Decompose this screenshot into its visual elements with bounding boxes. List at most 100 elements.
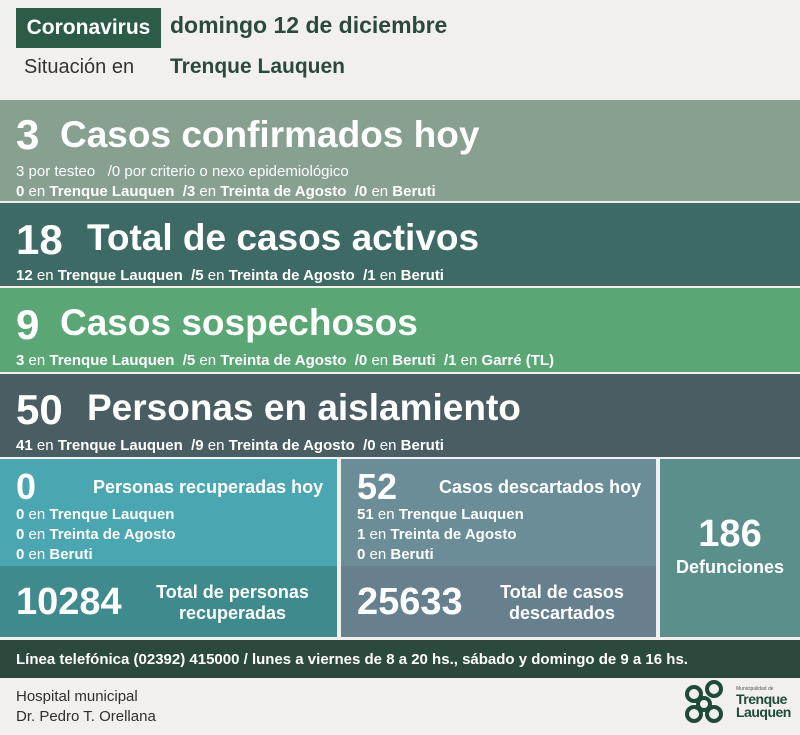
discarded-total-label: Total de casos descartados: [481, 582, 643, 624]
location-count: 0: [16, 506, 25, 523]
location-name: Beruti: [400, 267, 444, 284]
location-name: Trenque Lauquen: [49, 352, 175, 369]
deaths-count: 186: [698, 513, 762, 555]
confirmed-count: 3: [16, 111, 40, 158]
location-prep: en: [371, 183, 389, 200]
active-locations-line: 12 en Trenque Lauquen /5 en Treinta de A…: [16, 267, 444, 285]
suspected-band: 9 Casos sospechosos 3 en Trenque Lauquen…: [0, 288, 800, 372]
location-count: 0: [357, 546, 366, 563]
location-name: Treinta de Agosto: [49, 526, 176, 543]
location-count: /3: [182, 183, 196, 200]
recovered-today-panel: 0 Personas recuperadas hoy 0 en Trenque …: [0, 459, 337, 566]
logo-small-text: Municipalidad de: [736, 686, 774, 692]
confirmed-band: 3 Casos confirmados hoy 3 por testeo /0 …: [0, 100, 800, 201]
discarded-today-title: Casos descartados hoy: [439, 477, 642, 497]
recovered-location-line: 0 en Beruti: [16, 545, 93, 565]
logo-line1: Trenque: [736, 691, 787, 707]
location-name: Treinta de Agosto: [228, 437, 355, 454]
municipality-logo: Municipalidad de Trenque Lauquen: [682, 680, 794, 728]
discarded-location-line: 51 en Trenque Lauquen: [357, 505, 524, 525]
recovered-today-title: Personas recuperadas hoy: [93, 477, 324, 497]
location-name: Trenque Lauquen: [398, 506, 524, 523]
location-count: 0: [16, 546, 25, 563]
location-count: 41: [16, 437, 33, 454]
location-count: /0: [363, 437, 376, 454]
location-count: /5: [191, 267, 204, 284]
hospital-line2: Dr. Pedro T. Orellana: [16, 708, 156, 725]
hospital-credit: Hospital municipal Dr. Pedro T. Orellana: [16, 687, 156, 727]
discarded-location-line: 0 en Beruti: [357, 545, 434, 565]
recovered-total-label-line2: recuperadas: [178, 603, 287, 623]
recovered-location-line: 0 en Treinta de Agosto: [16, 525, 176, 545]
active-title: Total de casos activos: [87, 217, 480, 258]
location-prep: en: [28, 526, 46, 543]
suspected-title: Casos sospechosos: [60, 302, 418, 343]
location-prep: en: [207, 267, 225, 284]
location-count: /1: [443, 352, 457, 369]
deaths-panel: 186 Defunciones: [660, 459, 800, 637]
location-name: Trenque Lauquen: [49, 183, 175, 200]
location-prep: en: [371, 352, 389, 369]
logo-rings-icon: [685, 680, 723, 723]
location-prep: en: [377, 506, 395, 523]
location-prep: en: [369, 526, 387, 543]
location-prep: en: [28, 352, 46, 369]
location-count: /5: [182, 352, 196, 369]
location-name: Beruti: [400, 437, 444, 454]
location-name: Treinta de Agosto: [228, 267, 355, 284]
location-name: Beruti: [392, 183, 436, 200]
location-prep: en: [28, 183, 46, 200]
location-prep: en: [36, 437, 54, 454]
recovered-total-panel: 10284 Total de personas recuperadas: [0, 566, 337, 637]
location-prep: en: [379, 267, 397, 284]
location-name: Beruti: [392, 352, 436, 369]
isolation-count: 50: [16, 386, 63, 433]
discarded-today-count: 52: [357, 466, 398, 507]
active-band: 18 Total de casos activos 12 en Trenque …: [0, 203, 800, 286]
location-name: Treinta de Agosto: [220, 183, 347, 200]
phone-info-text: Línea telefónica (02392) 415000 / lunes …: [16, 650, 688, 668]
by-criteria-text: /0 por criterio o nexo epidemiológico: [107, 163, 349, 180]
by-test-text: 3 por testeo: [16, 163, 96, 180]
deaths-label: Defunciones: [675, 557, 785, 577]
discarded-today-panel: 52 Casos descartados hoy 51 en Trenque L…: [341, 459, 656, 566]
location-name: Treinta de Agosto: [220, 352, 347, 369]
location-prep: en: [460, 352, 478, 369]
isolation-locations-line: 41 en Trenque Lauquen /9 en Treinta de A…: [16, 437, 444, 455]
confirmed-locations-line: 0 en Trenque Lauquen /3 en Treinta de Ag…: [16, 183, 436, 201]
location-count: 51: [357, 506, 374, 523]
location-count: 1: [357, 526, 366, 543]
discarded-total-label-line1: Total de casos: [500, 582, 624, 602]
location-count: /0: [354, 352, 368, 369]
location-prep: en: [199, 183, 217, 200]
confirmed-title: Casos confirmados hoy: [60, 114, 480, 155]
location-name: Trenque Lauquen: [57, 267, 183, 284]
suspected-count: 9: [16, 301, 40, 348]
confirmed-criteria-line: 3 por testeo /0 por criterio o nexo epid…: [16, 163, 349, 181]
location-prep: en: [369, 546, 387, 563]
discarded-total-panel: 25633 Total de casos descartados: [341, 566, 656, 637]
recovered-total-label: Total de personas recuperadas: [140, 582, 325, 624]
discarded-total-count: 25633: [357, 581, 463, 623]
location-prep: en: [28, 506, 46, 523]
location-count: /0: [354, 183, 368, 200]
recovered-total-count: 10284: [16, 581, 122, 623]
city-name: Trenque Lauquen: [170, 55, 346, 78]
coronavirus-tag: Coronavirus: [16, 8, 161, 48]
location-prep: en: [207, 437, 225, 454]
location-prep: en: [28, 546, 46, 563]
location-prep: en: [199, 352, 217, 369]
situation-label: Situación en: [24, 56, 135, 78]
phone-info-bar: Línea telefónica (02392) 415000 / lunes …: [0, 640, 800, 678]
location-name: Trenque Lauquen: [57, 437, 183, 454]
active-count: 18: [16, 216, 63, 263]
location-count: /1: [363, 267, 376, 284]
location-count: 0: [16, 183, 25, 200]
recovered-total-label-line1: Total de personas: [156, 582, 309, 602]
hospital-line1: Hospital municipal: [16, 688, 138, 705]
logo-line2: Lauquen: [736, 704, 791, 720]
discarded-location-line: 1 en Treinta de Agosto: [357, 525, 517, 545]
recovered-location-line: 0 en Trenque Lauquen: [16, 505, 174, 525]
location-name: Garré (TL): [481, 352, 555, 369]
location-count: 3: [16, 352, 25, 369]
